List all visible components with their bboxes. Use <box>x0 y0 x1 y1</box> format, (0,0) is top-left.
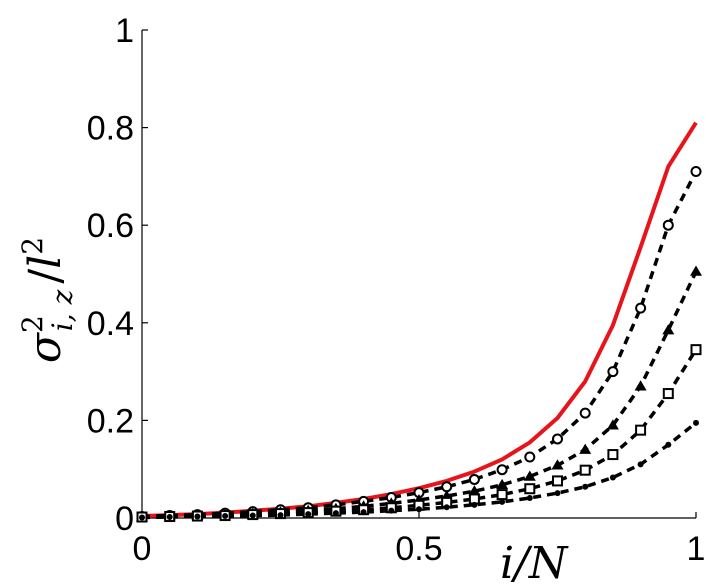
data-point-s5 <box>139 514 145 521</box>
data-point-s5 <box>388 507 395 514</box>
data-point-s4 <box>635 424 647 436</box>
data-point-s2 <box>496 464 508 476</box>
data-point-s5 <box>637 461 644 468</box>
data-point-s4 <box>579 464 591 476</box>
y-axis-label: σ2i, z/l2 <box>16 237 79 363</box>
series-line-2 <box>141 170 698 519</box>
data-point-s5 <box>332 510 339 517</box>
data-point-s4 <box>496 489 508 501</box>
data-point-s3 <box>551 459 564 470</box>
y-tick-label: 0.6 <box>87 207 134 245</box>
series-line-4 <box>141 348 698 519</box>
data-point-s5 <box>499 498 506 505</box>
y-axis-label-l: l <box>20 255 71 269</box>
x-tick-label: 0.5 <box>395 530 442 568</box>
data-point-s2 <box>607 366 619 378</box>
y-axis-label-sub: i, z <box>46 289 79 331</box>
data-point-s3 <box>690 265 702 276</box>
data-point-s5 <box>582 483 589 490</box>
data-point-s3 <box>579 443 592 454</box>
y-axis-label-sigma: σ <box>20 331 71 363</box>
data-point-s4 <box>690 344 702 356</box>
data-point-s5 <box>526 494 533 501</box>
data-point-s2 <box>441 481 453 493</box>
data-point-s4 <box>524 483 536 495</box>
data-point-s5 <box>554 490 561 497</box>
y-axis-label-lsup: 2 <box>16 237 49 255</box>
y-tick-label: 0.4 <box>87 305 134 343</box>
tick-labels: 0 0.2 0.4 0.6 0.8 1 0 0.5 1 <box>87 12 706 568</box>
x-axis-label: i/N <box>500 538 569 585</box>
data-point-s5 <box>249 512 256 519</box>
data-point-s4 <box>662 388 674 400</box>
data-point-s3 <box>662 324 675 335</box>
data-point-s2 <box>662 219 674 231</box>
data-point-s5 <box>305 511 312 518</box>
data-point-s5 <box>194 513 201 520</box>
data-point-s2 <box>579 407 591 419</box>
data-point-s5 <box>665 441 672 448</box>
data-point-s5 <box>471 501 478 508</box>
data-point-s2 <box>468 473 480 485</box>
data-point-s3 <box>523 470 536 481</box>
svg-text:σ2i, z/l2: σ2i, z/l2 <box>16 237 79 363</box>
data-point-s4 <box>607 449 619 461</box>
data-point-s5 <box>693 419 699 426</box>
data-point-s5 <box>360 509 367 516</box>
data-point-s3 <box>468 485 481 496</box>
y-tick-label: 0 <box>115 500 134 538</box>
data-point-s2 <box>635 302 647 314</box>
y-tick-label: 0.2 <box>87 402 134 440</box>
data-point-s2 <box>552 433 563 445</box>
data-point-s2 <box>690 166 702 178</box>
y-tick-label: 0.8 <box>87 110 134 148</box>
data-point-s5 <box>609 474 616 481</box>
data-point-s5 <box>277 512 284 519</box>
data-point-s2 <box>524 451 536 463</box>
data-point-s3 <box>496 478 509 490</box>
y-tick-label: 1 <box>115 12 134 50</box>
axes <box>141 30 696 519</box>
data-point-s5 <box>416 506 422 513</box>
series-line-5 <box>141 421 698 520</box>
data-point-s5 <box>222 513 229 520</box>
marker-layer <box>136 166 702 523</box>
series-line-3 <box>141 270 698 519</box>
data-point-s5 <box>166 514 173 521</box>
data-point-s3 <box>634 380 647 391</box>
x-tick-label: 0 <box>133 530 152 568</box>
data-point-s4 <box>552 475 563 487</box>
x-tick-label: 1 <box>687 530 706 568</box>
data-point-s3 <box>606 419 619 430</box>
y-axis-label-slash: / <box>20 269 71 284</box>
y-axis-label-sup: 2 <box>16 315 49 333</box>
data-point-s5 <box>443 504 450 511</box>
